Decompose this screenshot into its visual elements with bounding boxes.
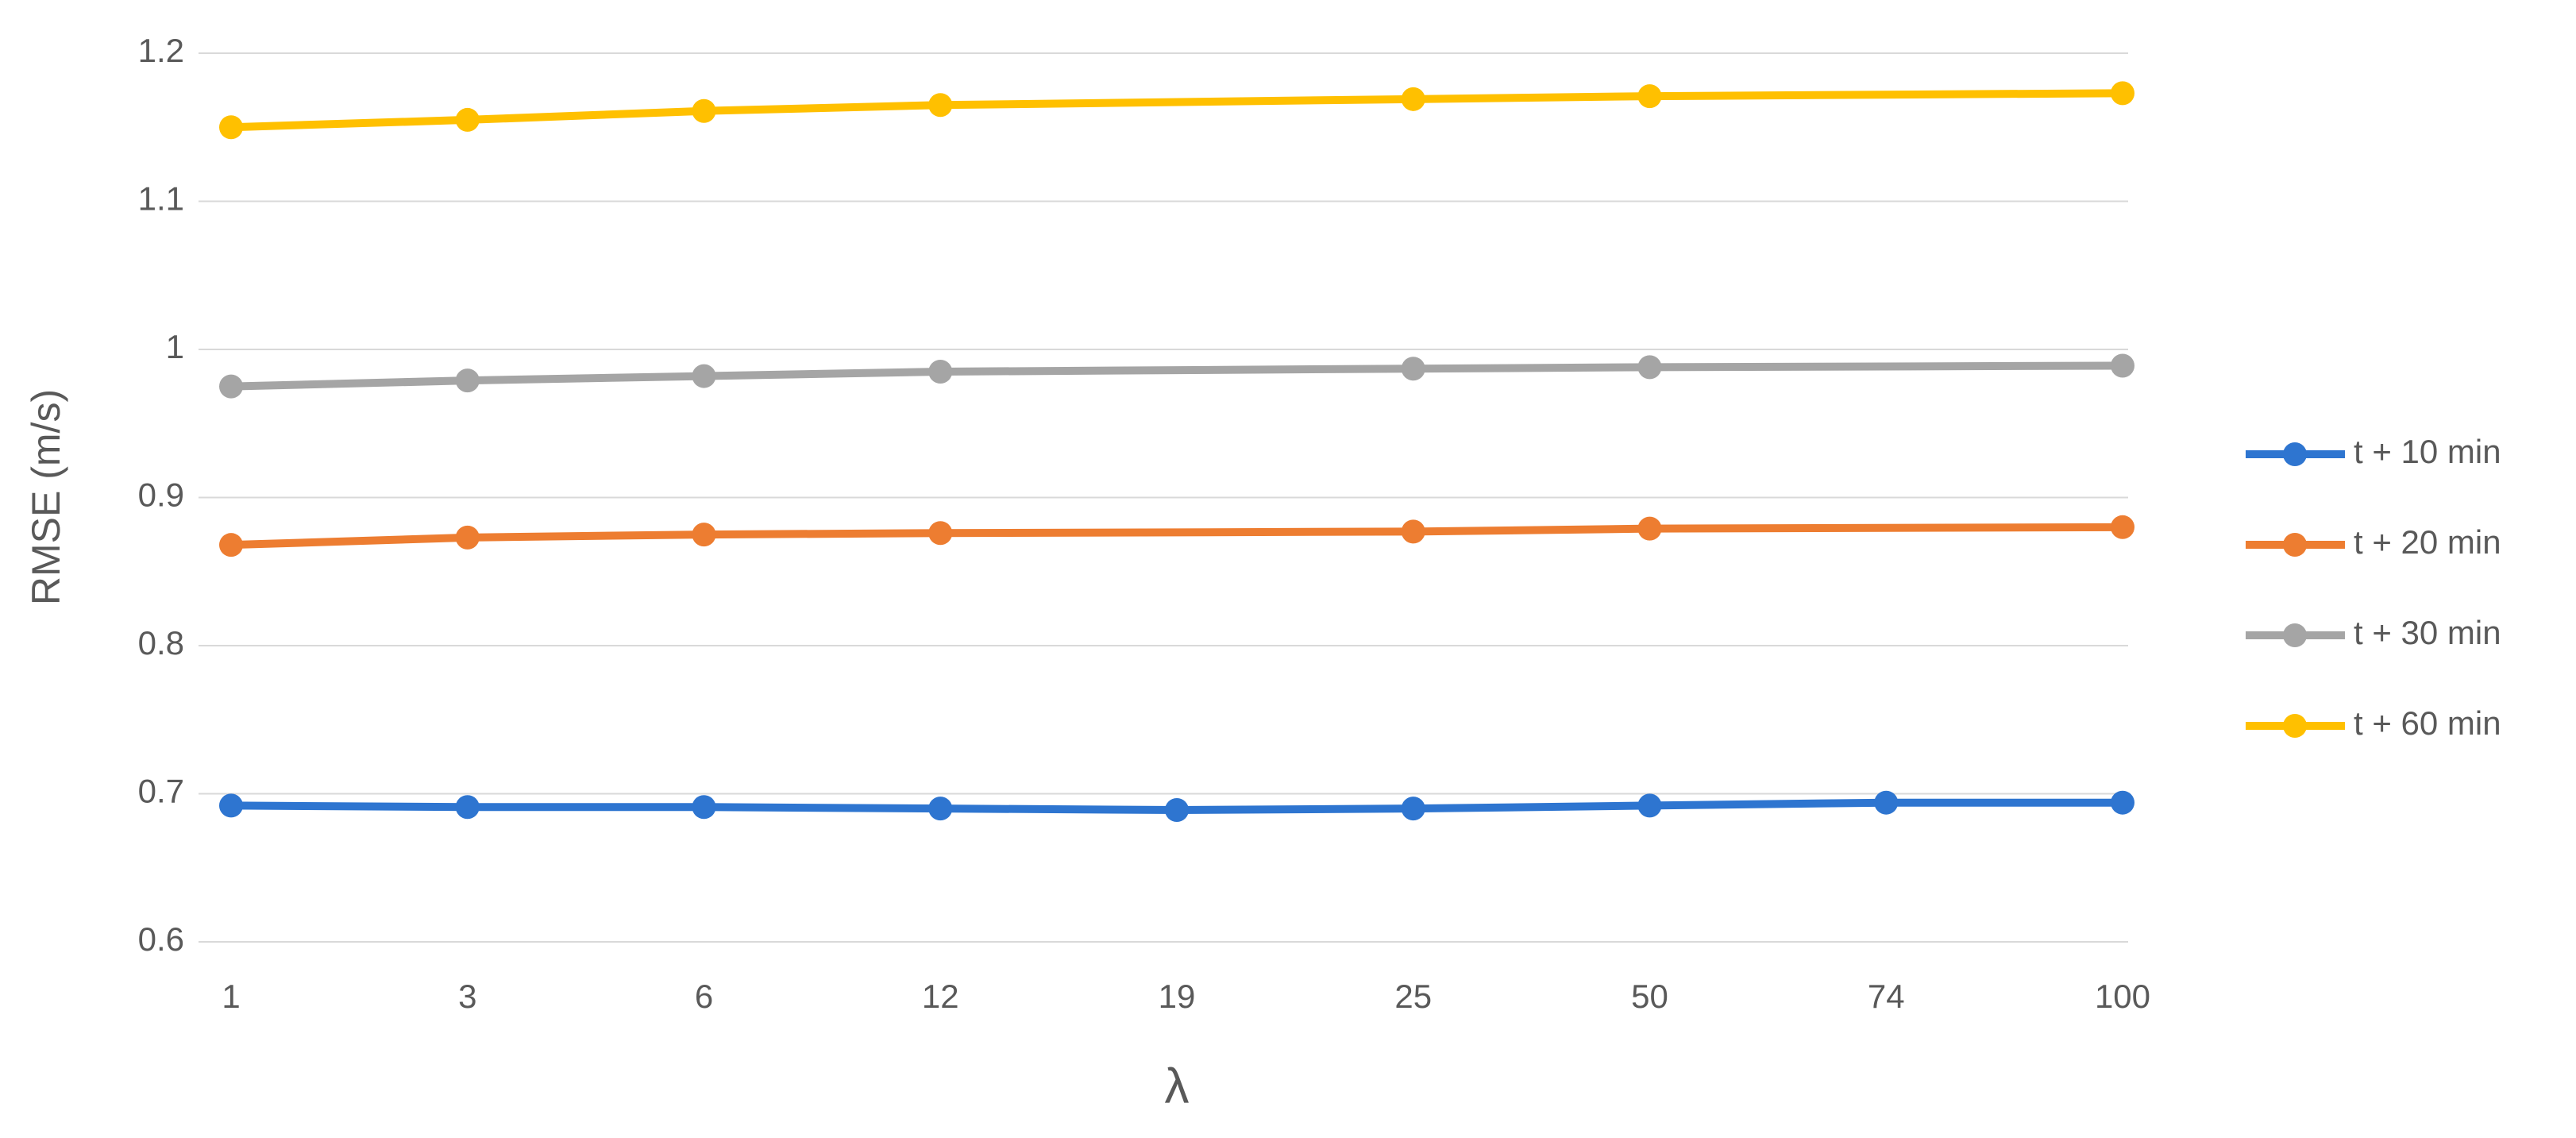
marker [1637, 355, 1662, 380]
line-segment [227, 376, 472, 391]
marker [1401, 87, 1425, 111]
legend-label: t + 30 min [2354, 614, 2501, 651]
marker [219, 793, 243, 818]
marker [928, 359, 953, 384]
y-axis-title: RMSE (m/s) [24, 389, 68, 605]
marker [1637, 793, 1662, 818]
x-tick-label: 100 [2095, 978, 2150, 1015]
x-axis-title: λ [1165, 1059, 1190, 1113]
marker [219, 115, 243, 140]
marker [219, 533, 243, 557]
line-segment [463, 530, 708, 542]
y-tick-label: 0.9 [138, 476, 184, 514]
marker [1165, 798, 1189, 823]
x-tick-label: 19 [1159, 978, 1196, 1015]
line-segment [227, 115, 472, 132]
line-segment [936, 527, 1417, 538]
line-segment [227, 533, 472, 550]
marker [2111, 515, 2134, 539]
line-segment [936, 95, 1417, 110]
line-segment [463, 372, 708, 385]
x-tick-label: 1 [222, 978, 240, 1015]
marker [692, 795, 716, 820]
y-tick-label: 0.6 [138, 920, 184, 958]
line-segment [700, 529, 945, 539]
legend-marker [2283, 442, 2307, 466]
x-tick-label: 25 [1394, 978, 1432, 1015]
legend-marker [2283, 533, 2307, 557]
line-segment [1645, 361, 2127, 372]
line-segment [700, 101, 945, 115]
marker [1874, 790, 1899, 815]
line-segment [936, 365, 1417, 376]
marker [692, 98, 716, 123]
legend-label: t + 60 min [2354, 704, 2501, 742]
marker [455, 368, 480, 393]
marker [455, 107, 480, 132]
x-tick-label: 6 [695, 978, 713, 1015]
line-segment [700, 803, 945, 813]
legend-marker [2283, 623, 2307, 647]
y-tick-label: 1 [166, 328, 184, 365]
y-tick-label: 1.1 [138, 180, 184, 218]
legend-marker [2283, 714, 2307, 738]
marker [2111, 81, 2134, 106]
legend-label: t + 10 min [2354, 433, 2501, 470]
marker [1637, 84, 1662, 109]
marker [1401, 797, 1425, 821]
line-segment [936, 804, 1181, 815]
y-tick-label: 1.2 [138, 32, 184, 69]
line-segment [1409, 524, 1654, 536]
marker [928, 521, 953, 546]
marker [455, 795, 480, 820]
line-segment [1409, 92, 1654, 103]
marker [1401, 519, 1425, 544]
marker [928, 93, 953, 118]
marker [455, 525, 480, 550]
line-segment [700, 367, 945, 380]
marker [1401, 357, 1425, 381]
y-tick-label: 0.7 [138, 773, 184, 810]
x-tick-label: 74 [1868, 978, 1905, 1015]
marker [219, 374, 243, 399]
marker [2111, 353, 2134, 378]
line-segment [227, 801, 472, 812]
line-segment [1645, 89, 2127, 101]
marker [2111, 790, 2134, 815]
marker [1637, 516, 1662, 541]
marker [692, 523, 716, 547]
line-segment [1645, 798, 1891, 810]
marker [928, 797, 953, 821]
line-segment [1173, 804, 1417, 815]
x-tick-label: 12 [922, 978, 959, 1015]
y-tick-label: 0.8 [138, 624, 184, 662]
marker [692, 364, 716, 388]
x-tick-label: 50 [1631, 978, 1668, 1015]
legend-label: t + 20 min [2354, 523, 2501, 561]
line-segment [1409, 363, 1654, 373]
line-segment [1645, 523, 2127, 533]
line-segment [463, 106, 708, 124]
line-segment [1409, 801, 1654, 813]
x-tick-label: 3 [458, 978, 476, 1015]
